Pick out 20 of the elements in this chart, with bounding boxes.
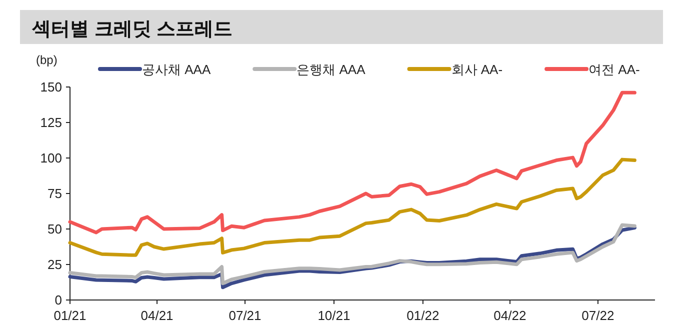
y-tick-label: 150: [40, 80, 62, 94]
legend-label: 은행채 AAA: [296, 62, 366, 77]
y-tick-label: 0: [54, 292, 62, 308]
x-tick-label: 01/22: [406, 308, 440, 323]
x-tick-label: 07/21: [228, 308, 262, 323]
x-tick-label: 01/21: [54, 308, 86, 323]
x-tick-label: 07/22: [582, 308, 614, 323]
y-tick-label: 25: [48, 257, 62, 272]
chart-title: 섹터별 크레딧 스프레드: [31, 19, 233, 40]
y-tick-label: 75: [48, 186, 62, 201]
y-axis-title: (bp): [36, 53, 58, 67]
y-tick-label: 50: [48, 222, 62, 236]
legend-label: 회사 AA-: [451, 62, 503, 77]
legend-label: 여전 AA-: [588, 62, 640, 77]
y-tick-label: 100: [40, 150, 62, 166]
x-tick-label: 10/21: [318, 308, 350, 323]
y-tick-label: 125: [40, 115, 62, 130]
legend-label: 공사채 AAA: [142, 62, 211, 77]
x-tick-label: 04/21: [140, 308, 174, 323]
x-tick-label: 04/22: [494, 308, 526, 323]
